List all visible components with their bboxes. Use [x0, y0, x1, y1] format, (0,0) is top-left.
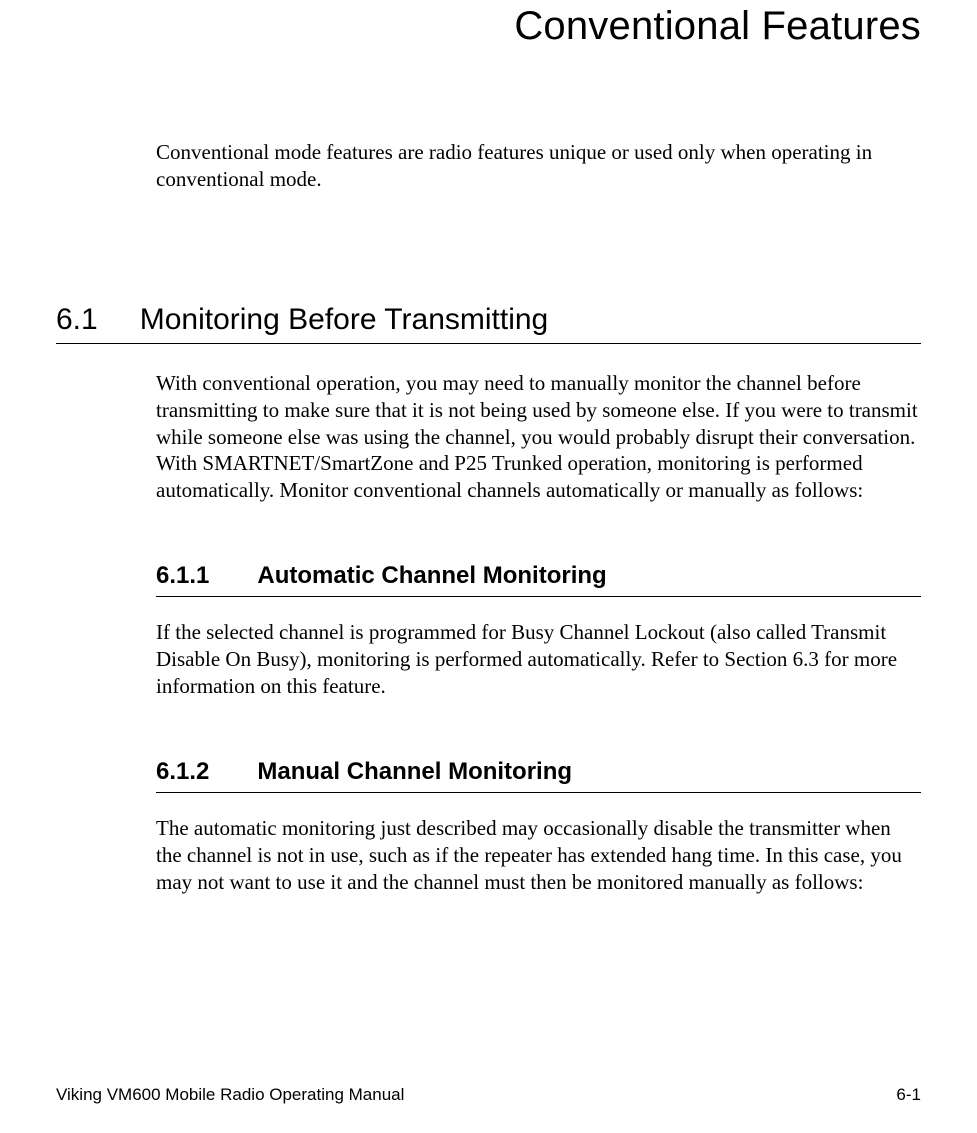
section-body-6-1: With conventional operation, you may nee… [156, 370, 921, 504]
subsection-heading-6-1-2: 6.1.2 Manual Channel Monitoring [156, 758, 921, 793]
footer-page-number: 6-1 [896, 1085, 921, 1105]
subsection-heading-6-1-1: 6.1.1 Automatic Channel Monitoring [156, 562, 921, 597]
subsection-title: Automatic Channel Monitoring [257, 562, 606, 590]
subsection-number: 6.1.2 [156, 758, 209, 786]
subsection-body-6-1-1: If the selected channel is programmed fo… [156, 619, 921, 700]
section-title: Monitoring Before Transmitting [140, 303, 549, 337]
footer-left: Viking VM600 Mobile Radio Operating Manu… [56, 1085, 404, 1105]
subsection-title: Manual Channel Monitoring [257, 758, 572, 786]
page-footer: Viking VM600 Mobile Radio Operating Manu… [56, 1085, 921, 1105]
chapter-intro: Conventional mode features are radio fea… [156, 139, 921, 193]
page: Conventional Features Conventional mode … [0, 4, 977, 1133]
subsection-body-6-1-2: The automatic monitoring just described … [156, 815, 921, 896]
chapter-title: Conventional Features [56, 4, 921, 49]
subsection-number: 6.1.1 [156, 562, 209, 590]
section-number: 6.1 [56, 303, 98, 337]
section-heading-6-1: 6.1 Monitoring Before Transmitting [56, 303, 921, 344]
